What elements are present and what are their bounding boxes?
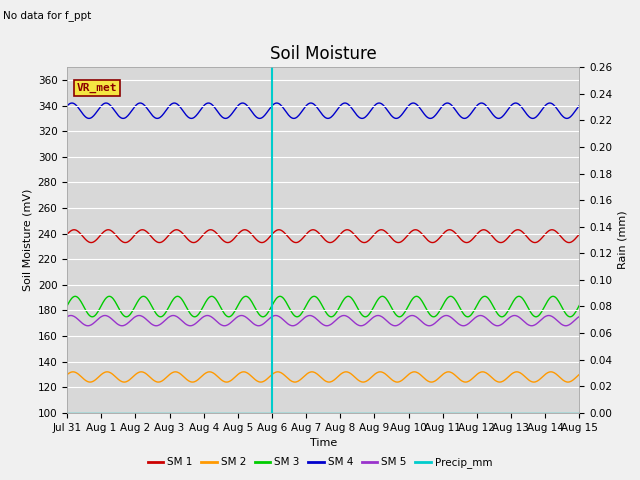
Title: Soil Moisture: Soil Moisture <box>270 45 376 63</box>
Text: VR_met: VR_met <box>76 83 117 93</box>
Text: No data for f_ppt: No data for f_ppt <box>3 11 92 22</box>
Y-axis label: Rain (mm): Rain (mm) <box>618 211 628 269</box>
Y-axis label: Soil Moisture (mV): Soil Moisture (mV) <box>22 189 32 291</box>
Legend: SM 1, SM 2, SM 3, SM 4, SM 5, Precip_mm: SM 1, SM 2, SM 3, SM 4, SM 5, Precip_mm <box>143 453 497 472</box>
X-axis label: Time: Time <box>310 438 337 448</box>
